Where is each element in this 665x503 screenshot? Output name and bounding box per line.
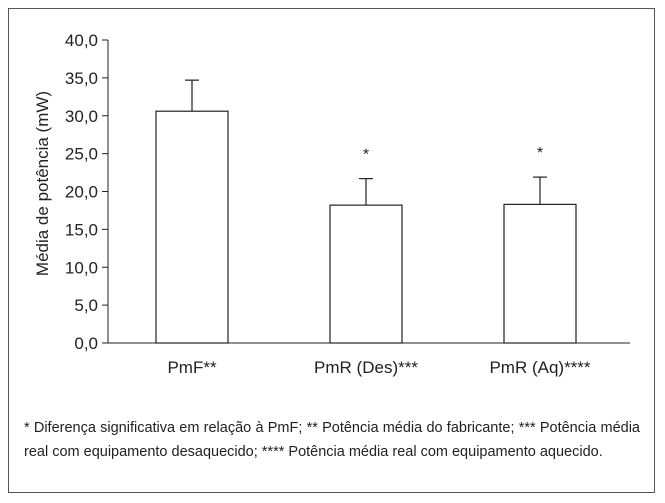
bars: * *	[155, 79, 577, 344]
significance-mark: *	[363, 147, 369, 164]
category-labels: PmF** PmR (Des)*** PmR (Aq)****	[167, 358, 590, 377]
y-tick-label: 35,0	[65, 69, 98, 88]
y-tick-label: 20,0	[65, 183, 98, 202]
y-tick-label: 40,0	[65, 31, 98, 50]
y-tick-label: 15,0	[65, 220, 98, 239]
bar	[155, 110, 229, 344]
category-label: PmF**	[167, 358, 217, 377]
bar-chart: 0,05,010,015,020,025,030,035,040,0 * * Pm…	[33, 31, 630, 377]
y-tick-label: 25,0	[65, 145, 98, 164]
y-axis-label: Média de potência (mW)	[33, 91, 52, 276]
significance-mark: *	[537, 145, 543, 162]
category-label: PmR (Des)***	[314, 358, 418, 377]
y-tick-label: 0,0	[74, 334, 98, 353]
y-tick-label: 5,0	[74, 296, 98, 315]
y-tick-label: 30,0	[65, 107, 98, 126]
y-ticks: 0,0 5,0 10,0 15,0 20,0 25,0 30,0 35,0 40,0	[65, 31, 108, 353]
bar	[329, 204, 403, 344]
figure-footnote: * Diferença significativa em relação à P…	[24, 420, 640, 460]
bar	[503, 203, 577, 344]
y-tick-label: 10,0	[65, 258, 98, 277]
category-label: PmR (Aq)****	[489, 358, 590, 377]
